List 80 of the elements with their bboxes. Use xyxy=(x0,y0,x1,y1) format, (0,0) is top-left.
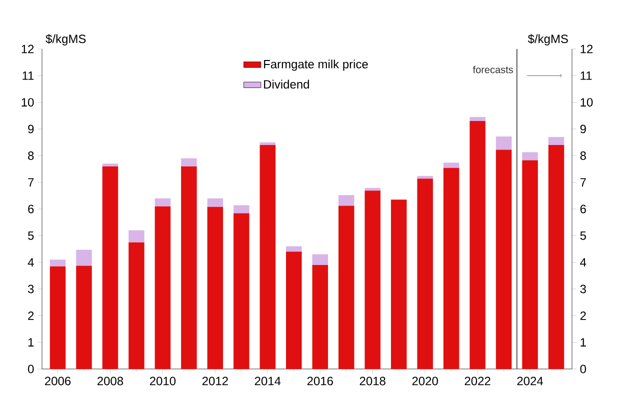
y2-tick-label: 4 xyxy=(580,258,586,266)
bar xyxy=(154,206,171,369)
bar xyxy=(76,250,92,266)
bar xyxy=(260,142,276,145)
bar xyxy=(50,266,66,369)
bar xyxy=(207,198,224,207)
y-tick-label: 4 xyxy=(28,258,34,266)
y-tick-label: 1 xyxy=(28,338,34,346)
y-tick-label: 3 xyxy=(28,284,34,294)
bar xyxy=(181,158,197,166)
bar xyxy=(390,200,407,369)
bar xyxy=(234,205,250,214)
legend-label: Dividend xyxy=(264,80,309,89)
y2-axis-title: $/kgMS xyxy=(528,34,568,46)
y2-tick-label: 7 xyxy=(580,178,586,186)
bar xyxy=(496,136,512,150)
x-tick-label: 2006 xyxy=(45,376,71,386)
bar xyxy=(548,136,564,145)
bar xyxy=(234,213,250,369)
ref-line-label: forecasts xyxy=(472,66,514,74)
legend-label: Farmgate milk price xyxy=(264,60,368,71)
bar xyxy=(102,164,118,166)
bar xyxy=(443,162,460,168)
y2-tick-label: 3 xyxy=(580,284,586,294)
y2-tick-label: 0 xyxy=(580,364,586,374)
bar xyxy=(364,188,380,191)
y2-tick-label: 9 xyxy=(580,124,586,134)
x-tick-label: 2024 xyxy=(517,376,544,386)
y-tick-label: 6 xyxy=(28,204,34,214)
y-tick-label: 7 xyxy=(28,178,34,186)
bar xyxy=(286,252,302,369)
bar xyxy=(443,168,460,369)
bar xyxy=(470,120,486,369)
bar xyxy=(312,264,328,369)
x-tick-label: 2022 xyxy=(464,376,490,386)
bar xyxy=(522,160,538,369)
y-tick-label: 8 xyxy=(28,151,34,160)
bar xyxy=(102,166,118,369)
y2-tick-label: 10 xyxy=(580,98,593,107)
x-tick-label: 2008 xyxy=(97,376,124,386)
y2-tick-label: 5 xyxy=(580,231,586,240)
y-axis-title: $/kgMS xyxy=(46,34,86,46)
x-tick-label: 2016 xyxy=(307,376,333,386)
y-tick-label: 2 xyxy=(28,311,34,320)
y-tick-label: 5 xyxy=(28,231,34,240)
x-tick-label: 2020 xyxy=(412,376,438,386)
bar xyxy=(417,176,433,179)
bar xyxy=(338,206,354,369)
y2-tick-label: 11 xyxy=(580,72,592,80)
bar xyxy=(207,206,224,369)
y2-tick-label: 8 xyxy=(580,151,586,160)
y-tick-label: 11 xyxy=(22,72,34,80)
x-tick-label: 2010 xyxy=(150,376,176,386)
bar xyxy=(128,230,144,242)
bar xyxy=(154,198,171,206)
y-tick-label: 0 xyxy=(28,364,34,374)
bar xyxy=(128,242,144,369)
y2-tick-label: 12 xyxy=(580,44,593,54)
y-tick-label: 12 xyxy=(22,44,34,54)
y-tick-label: 10 xyxy=(22,98,34,107)
bar xyxy=(496,150,512,369)
y-tick-label: 9 xyxy=(28,124,34,134)
bar xyxy=(76,266,92,369)
x-tick-label: 2014 xyxy=(254,376,281,386)
bar xyxy=(417,178,433,369)
y2-tick-label: 2 xyxy=(580,311,586,320)
bar xyxy=(470,116,486,121)
bar xyxy=(338,195,354,206)
x-tick-label: 2012 xyxy=(202,376,228,386)
bar xyxy=(548,144,564,369)
bar xyxy=(522,152,538,160)
y2-tick-label: 6 xyxy=(580,204,586,214)
bar xyxy=(260,144,276,369)
bar xyxy=(50,260,66,266)
bar xyxy=(181,166,197,369)
y2-tick-label: 1 xyxy=(580,338,586,346)
bar xyxy=(312,254,328,265)
bar xyxy=(364,190,380,369)
bar xyxy=(286,246,302,252)
x-tick-label: 2018 xyxy=(360,376,386,386)
